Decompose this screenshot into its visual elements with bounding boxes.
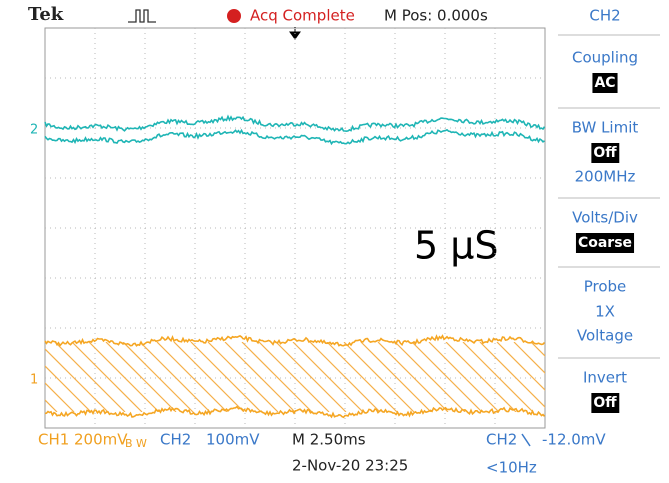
bw-flag: B W xyxy=(125,437,147,450)
ch1-marker: 1 xyxy=(30,373,38,388)
menu-label: Invert xyxy=(583,369,627,387)
status: Acq Complete xyxy=(250,7,355,25)
menu-value: AC xyxy=(594,75,615,91)
trigger-level: -12.0mV xyxy=(542,431,606,449)
position: M Pos: 0.000s xyxy=(384,7,488,25)
timebase: M 2.50ms xyxy=(292,431,366,449)
ch2-label: CH2 xyxy=(160,431,191,449)
ch2-scale: 100mV xyxy=(206,431,260,449)
menu-channel: CH2 xyxy=(589,7,620,25)
status-dot xyxy=(227,9,241,23)
frequency: <10Hz xyxy=(486,459,537,477)
annotation: 5 μS xyxy=(414,224,499,268)
menu-value: Off xyxy=(593,145,617,161)
menu-label: Volts/Div xyxy=(572,209,638,227)
menu-label: BW Limit xyxy=(572,119,639,137)
menu-label: Probe xyxy=(584,278,627,296)
menu-note: Voltage xyxy=(577,327,633,345)
trigger-source: CH2 xyxy=(486,431,517,449)
background xyxy=(0,0,669,483)
ch2-marker: 2 xyxy=(30,123,38,138)
date: 2-Nov-20 23:25 xyxy=(292,457,408,475)
menu-note: 200MHz xyxy=(575,168,636,186)
scope-screen: Tek Acq Complete M Pos: 0.000s 5 μS 2 1 … xyxy=(0,0,669,483)
menu-label: Coupling xyxy=(572,49,638,67)
ch1-label: CH1 xyxy=(38,431,69,449)
page: Tek Acq Complete M Pos: 0.000s 5 μS 2 1 … xyxy=(0,0,669,483)
menu-value: Off xyxy=(593,395,617,411)
menu-value: 1X xyxy=(595,303,615,321)
brand: Tek xyxy=(28,4,64,25)
ch1-scale: 200mV xyxy=(74,431,128,449)
menu-value: Coarse xyxy=(578,235,632,251)
